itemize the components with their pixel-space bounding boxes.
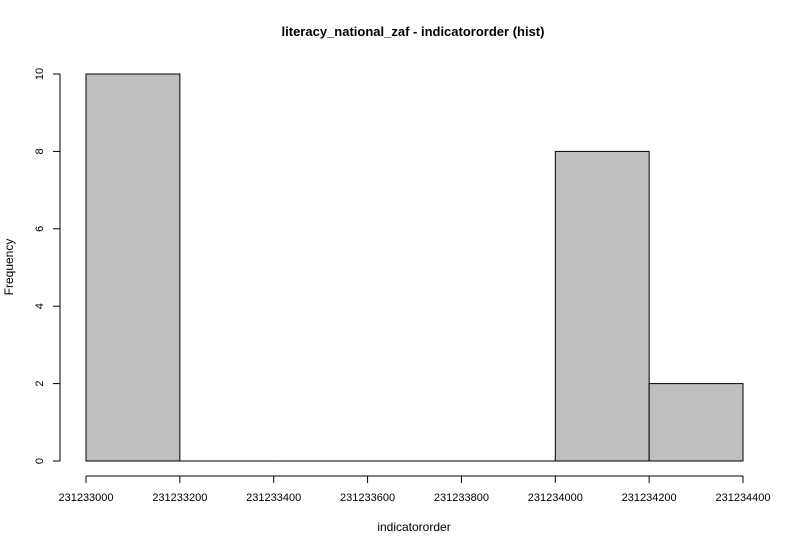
x-tick-label-7: 231234400 bbox=[715, 492, 770, 504]
histogram-bar-5 bbox=[554, 150, 650, 462]
x-tick-label-2: 231233400 bbox=[246, 492, 301, 504]
y-axis: 0 2 4 6 8 10 bbox=[34, 68, 61, 464]
y-tick-label-3: 6 bbox=[34, 226, 46, 232]
y-tick-label-0: 0 bbox=[34, 458, 46, 464]
x-tick-label-4: 231233800 bbox=[434, 492, 489, 504]
y-tick-label-2: 4 bbox=[34, 303, 46, 309]
x-tick-label-0: 231233000 bbox=[58, 492, 113, 504]
x-tick-label-6: 231234200 bbox=[622, 492, 677, 504]
x-tick-label-5: 231234000 bbox=[528, 492, 583, 504]
chart-title: literacy_national_zaf - indicatororder (… bbox=[282, 24, 545, 39]
x-tick-label-3: 231233600 bbox=[340, 492, 395, 504]
y-axis-label: Frequency bbox=[2, 239, 16, 296]
histogram-bar-0 bbox=[85, 73, 181, 462]
y-tick-label-1: 2 bbox=[34, 381, 46, 387]
bars-group bbox=[85, 73, 744, 462]
x-axis-label: indicatororder bbox=[377, 520, 450, 534]
histogram-bar-6 bbox=[648, 383, 744, 462]
y-tick-label-5: 10 bbox=[34, 68, 46, 80]
x-tick-label-1: 231233200 bbox=[152, 492, 207, 504]
y-tick-label-4: 8 bbox=[34, 148, 46, 154]
x-axis: 231233000 231233200 231233400 231233600 2312… bbox=[58, 475, 771, 504]
